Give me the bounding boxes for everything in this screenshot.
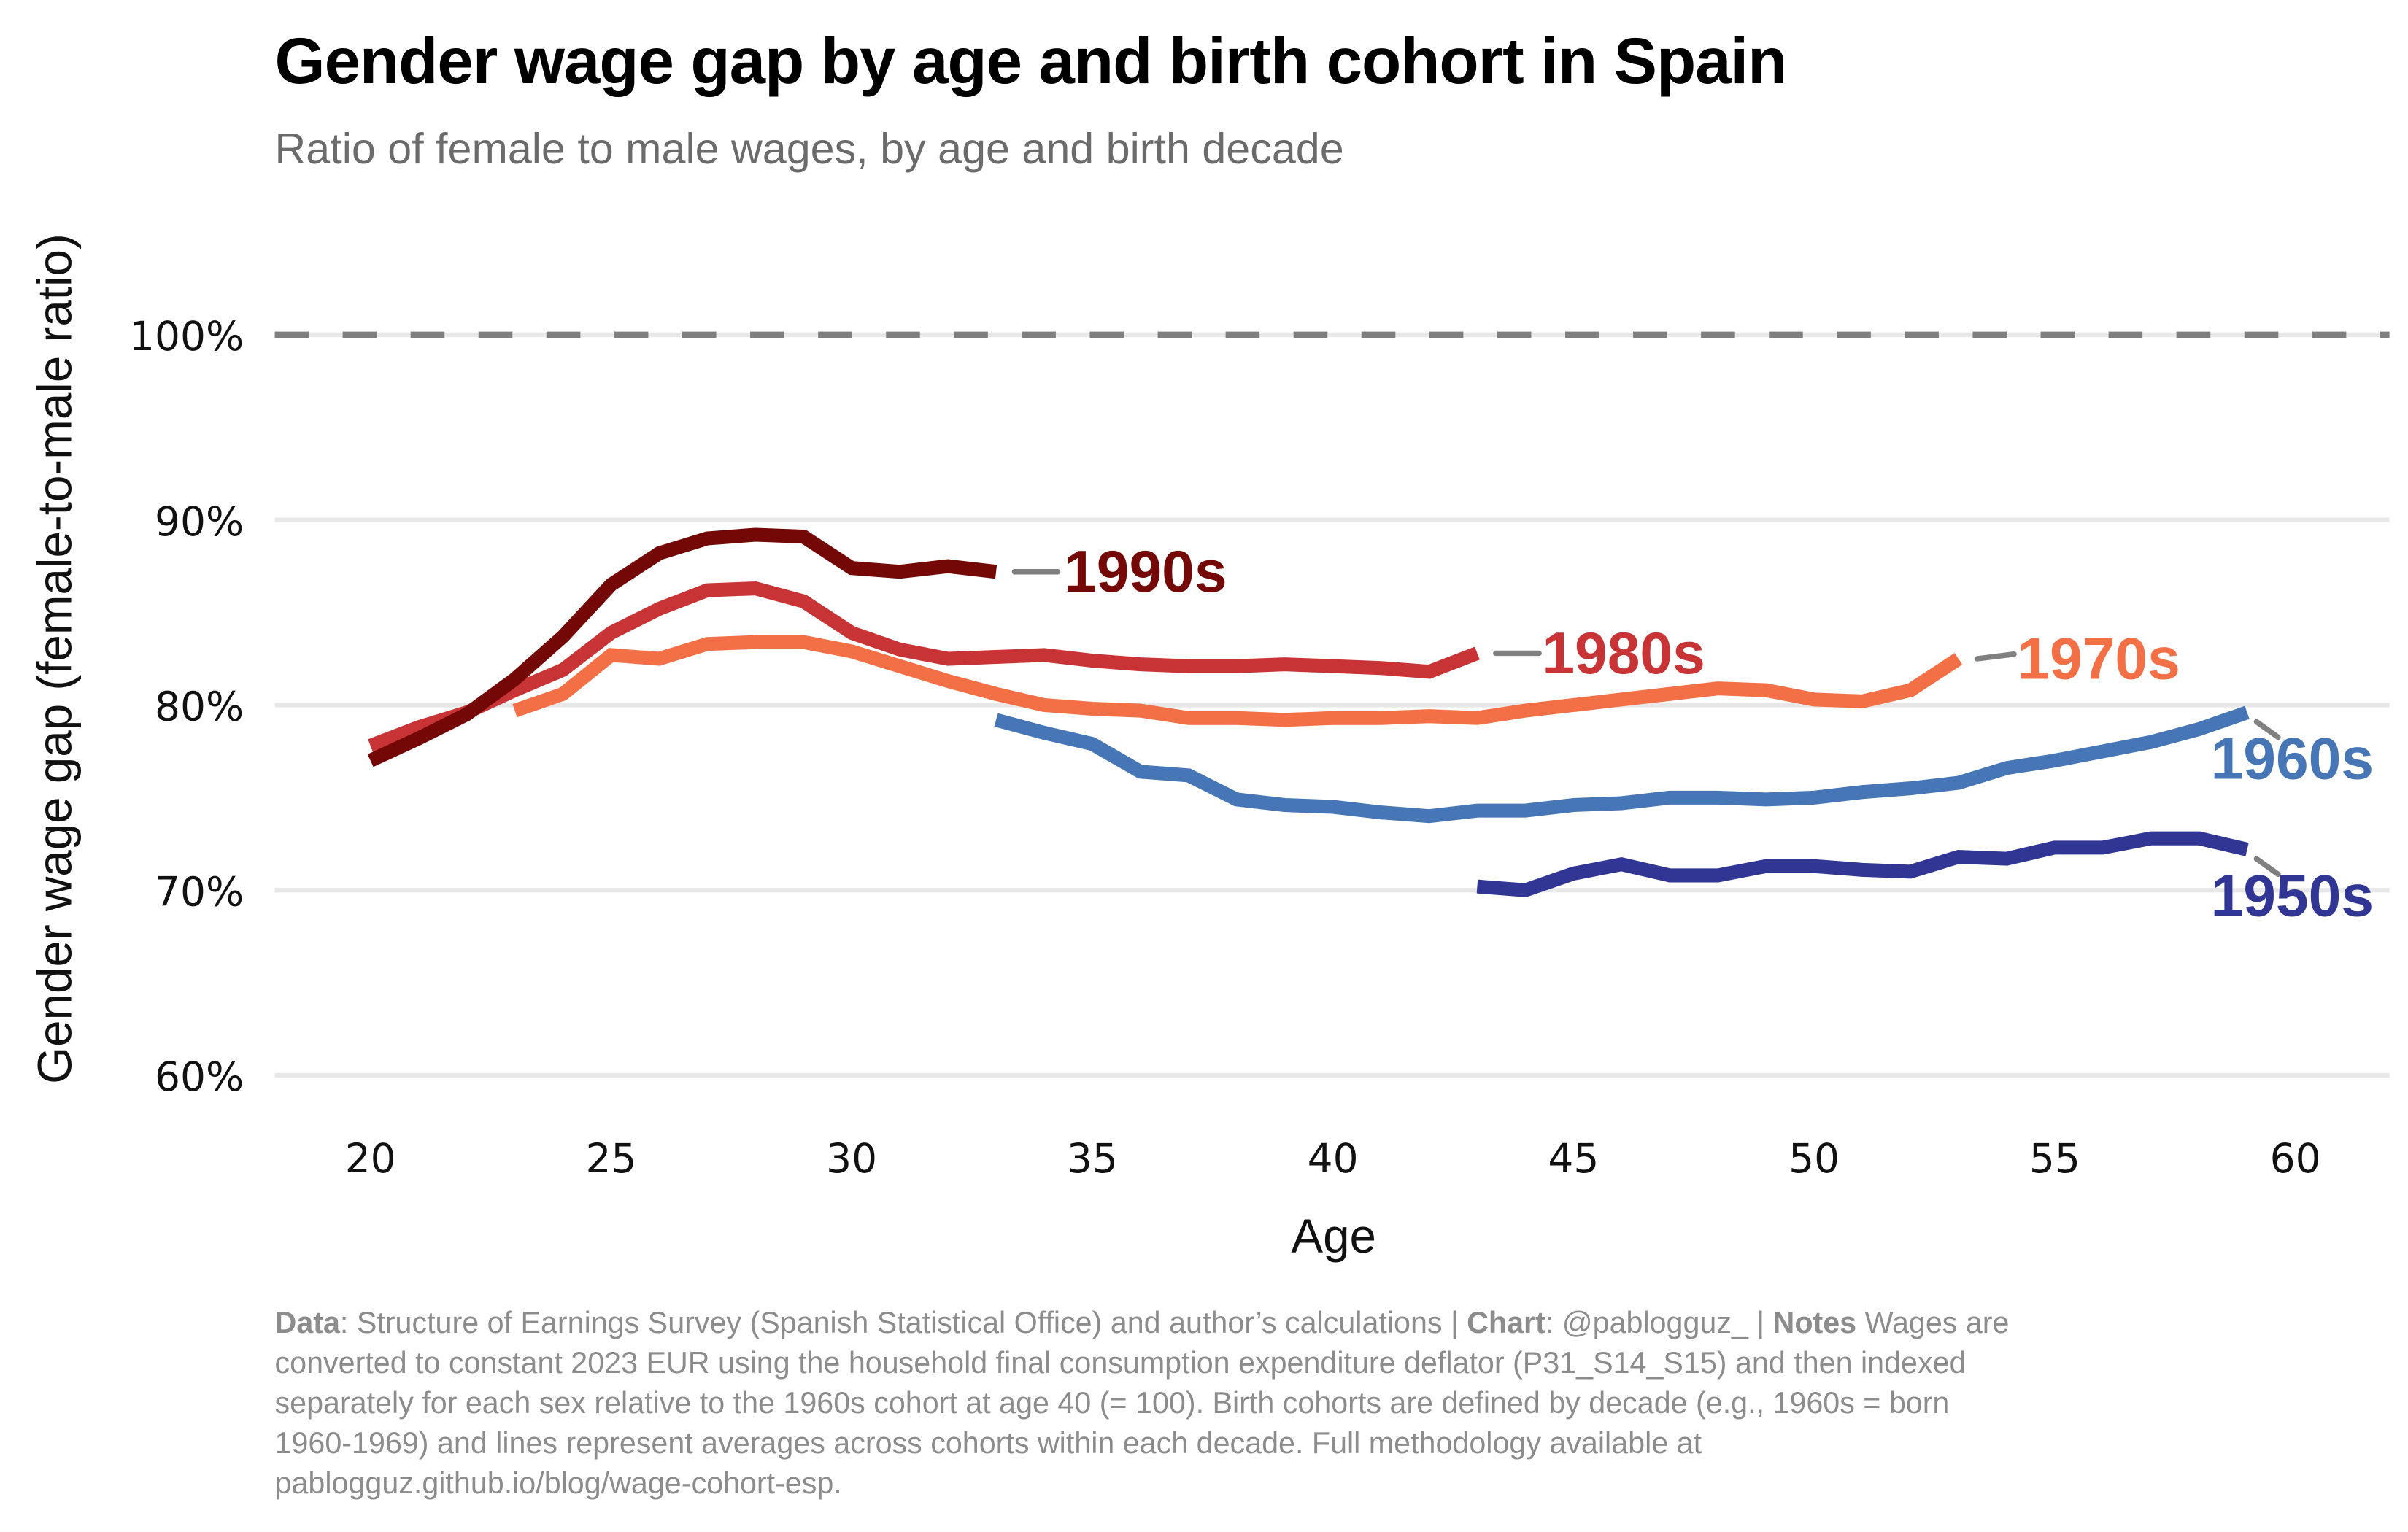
x-tick-label: 45	[1548, 1135, 1599, 1182]
footnote-segment: separately for each sex relative to the …	[275, 1386, 1950, 1420]
y-tick-label: 60%	[155, 1053, 244, 1100]
footnote-segment: pablogguz.github.io/blog/wage-cohort-esp…	[275, 1466, 842, 1500]
series-label-1990s: 1990s	[1064, 539, 1227, 605]
x-tick-label: 35	[1067, 1135, 1118, 1182]
series-label-1980s: 1980s	[1542, 621, 1705, 686]
y-tick-label: 100%	[129, 313, 244, 360]
footnote-segment: Notes	[1773, 1306, 1857, 1339]
x-tick-label: 20	[345, 1135, 396, 1182]
leader-line-1970s	[1974, 651, 2017, 662]
footnote-segment: : Structure of Earnings Survey (Spanish …	[340, 1306, 1467, 1339]
leader-line-1950s	[2253, 856, 2281, 877]
series-label-1950s: 1950s	[2211, 863, 2374, 929]
x-tick-label: 55	[2029, 1135, 2080, 1182]
series-lines	[367, 527, 2250, 897]
series-labels: 1990s 1980s 1970s 1960s 1950s	[1011, 539, 2374, 929]
y-tick-label: 70%	[155, 868, 244, 915]
x-tick-label: 30	[826, 1135, 877, 1182]
chart-title: Gender wage gap by age and birth cohort …	[275, 25, 1787, 97]
x-tick-label: 60	[2270, 1135, 2321, 1182]
x-axis-ticks: 20 25 30 35 40 45 50 55 60	[345, 1135, 2321, 1182]
chart-subtitle: Ratio of female to male wages, by age an…	[275, 124, 1344, 173]
footnote-segment: Data	[275, 1306, 341, 1339]
series-label-1970s: 1970s	[2017, 627, 2180, 692]
y-tick-label: 90%	[155, 498, 244, 545]
series-line-1950s	[1476, 831, 2249, 897]
y-axis-ticks: 60% 70% 80% 90% 100%	[129, 313, 244, 1100]
footnote-segment: Wages are	[1856, 1306, 2009, 1339]
footnote-segment: Chart	[1467, 1306, 1545, 1339]
leader-line-1960s	[2253, 719, 2281, 740]
y-axis-label: Gender wage gap (female-to-male ratio)	[28, 233, 81, 1084]
series-line-1970s	[512, 635, 1963, 727]
x-tick-label: 50	[1788, 1135, 1840, 1182]
footnote-segment: : @pablogguz_ |	[1545, 1306, 1773, 1339]
footnote: Data: Structure of Earnings Survey (Span…	[275, 1306, 2010, 1500]
footnote-segment: 1960-1969) and lines represent averages …	[275, 1426, 1702, 1460]
series-line-1990s	[367, 527, 997, 767]
gridlines	[274, 331, 2390, 1078]
x-tick-label: 40	[1308, 1135, 1359, 1182]
series-label-1960s: 1960s	[2211, 727, 2374, 792]
series-line-1980s	[368, 581, 1480, 753]
x-axis-label: Age	[1291, 1210, 1376, 1263]
y-tick-label: 80%	[155, 684, 244, 730]
series-line-1960s	[994, 705, 2250, 824]
x-tick-label: 25	[585, 1135, 636, 1182]
footnote-segment: converted to constant 2023 EUR using the…	[275, 1346, 1967, 1380]
